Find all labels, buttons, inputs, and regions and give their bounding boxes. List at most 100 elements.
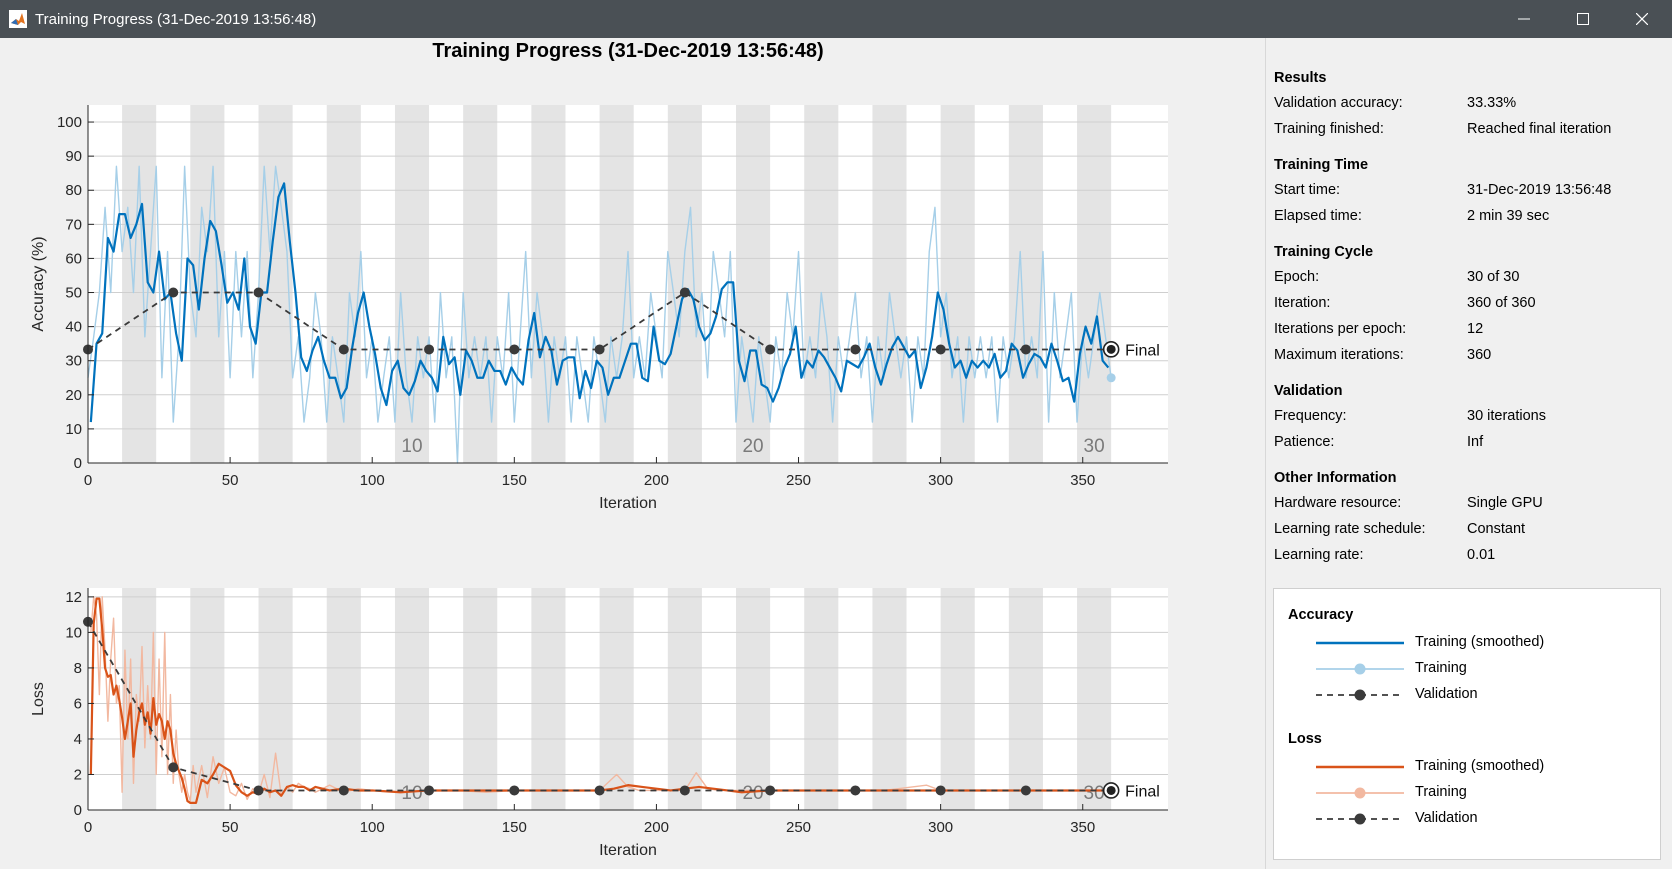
y-tick-label: 50 — [65, 285, 82, 302]
epoch-band — [122, 105, 157, 463]
info-value: 0.01 — [1467, 547, 1496, 563]
info-section-heading: Training Cycle — [1274, 244, 1374, 260]
info-label: Learning rate schedule: — [1274, 521, 1426, 537]
legend-label: Validation — [1415, 686, 1478, 702]
validation-point — [253, 785, 264, 796]
x-axis-label: Iteration — [599, 495, 657, 512]
info-value: 30 iterations — [1467, 408, 1546, 424]
validation-point — [509, 785, 520, 796]
legend-group-heading: Accuracy — [1288, 607, 1354, 623]
epoch-band — [872, 105, 907, 463]
maximize-button[interactable] — [1553, 0, 1612, 38]
y-tick-label: 2 — [74, 766, 82, 783]
info-label: Hardware resource: — [1274, 495, 1402, 511]
legend-label: Training — [1415, 784, 1467, 800]
info-section-heading: Training Time — [1274, 157, 1369, 173]
training-smoothed-line — [89, 182, 1110, 423]
info-section-heading: Results — [1274, 70, 1327, 86]
x-tick-label: 0 — [84, 819, 92, 836]
epoch-band — [1077, 105, 1112, 463]
info-label: Learning rate: — [1274, 547, 1364, 563]
y-tick-label: 60 — [65, 250, 82, 267]
window-title: Training Progress (31-Dec-2019 13:56:48) — [35, 11, 317, 28]
epoch-band — [599, 105, 634, 463]
y-tick-label: 0 — [74, 455, 82, 472]
info-section-heading: Other Information — [1274, 470, 1397, 486]
y-tick-label: 70 — [65, 216, 82, 233]
y-tick-label: 80 — [65, 182, 82, 199]
epoch-band — [667, 588, 702, 810]
training-smoothed-line — [89, 597, 1106, 804]
minimize-button[interactable] — [1494, 0, 1553, 38]
close-button[interactable] — [1612, 0, 1671, 38]
info-label: Epoch: — [1274, 269, 1320, 285]
validation-point — [935, 785, 946, 796]
epoch-label: 10 — [401, 783, 422, 804]
x-tick-label: 250 — [786, 819, 811, 836]
final-label: Final — [1125, 342, 1160, 359]
y-tick-label: 40 — [65, 319, 82, 336]
x-tick-label: 50 — [222, 472, 239, 489]
y-tick-label: 90 — [65, 148, 82, 165]
epoch-band — [667, 105, 702, 463]
title-bar: Training Progress (31-Dec-2019 13:56:48) — [0, 0, 1672, 38]
info-label: Iterations per epoch: — [1274, 321, 1407, 337]
info-section-heading: Validation — [1274, 383, 1343, 399]
epoch-band — [804, 105, 839, 463]
figure-title: Training Progress (31-Dec-2019 13:56:48) — [432, 40, 823, 62]
epoch-band — [1008, 105, 1043, 463]
info-value: 2 min 39 sec — [1467, 208, 1550, 224]
legend-sample — [1316, 641, 1404, 645]
accuracy-chart: 10 20 30 Final 0 10 20 30 40 50 60 70 80 90 100 0 50 100 1… — [30, 105, 1168, 512]
validation-point — [850, 785, 861, 796]
y-tick-label: 8 — [74, 660, 82, 677]
maximize-icon — [1577, 13, 1589, 25]
epoch-band — [736, 105, 771, 463]
validation-point — [424, 344, 435, 355]
epoch-band — [804, 588, 839, 810]
validation-point — [1020, 785, 1031, 796]
validation-point — [679, 287, 690, 298]
y-tick-label: 6 — [74, 695, 82, 712]
epoch-band — [531, 105, 566, 463]
info-label: Start time: — [1274, 182, 1341, 198]
x-tick-label: 300 — [928, 819, 953, 836]
final-marker — [1106, 785, 1116, 795]
validation-point — [424, 785, 435, 796]
validation-point — [509, 344, 520, 355]
epoch-label: 10 — [401, 436, 422, 457]
epoch-label: 30 — [1084, 783, 1105, 804]
epoch-band — [190, 588, 225, 810]
y-tick-label: 12 — [65, 589, 82, 606]
legend-label: Validation — [1415, 810, 1478, 826]
y-tick-label: 100 — [57, 114, 82, 131]
training-charts: Training Progress (31-Dec-2019 13:56:48)… — [30, 40, 1168, 859]
legend-label: Training (smoothed) — [1415, 758, 1545, 774]
validation-point — [1020, 344, 1031, 355]
x-tick-label: 100 — [360, 472, 385, 489]
y-tick-label: 0 — [74, 802, 82, 819]
epoch-band — [940, 588, 975, 810]
x-axis-label: Iteration — [599, 842, 657, 859]
epoch-band — [122, 588, 157, 810]
legend-marker — [1354, 813, 1366, 825]
final-training-point — [1106, 373, 1116, 383]
x-tick-label: 150 — [502, 472, 527, 489]
info-value: 31-Dec-2019 13:56:48 — [1467, 182, 1612, 198]
loss-chart: 10 20 30 Final 0 2 4 6 8 10 12 0 50 100 150 200 250 300 35… — [30, 588, 1168, 859]
x-tick-label: 200 — [644, 819, 669, 836]
validation-point — [765, 785, 776, 796]
minimize-icon — [1518, 18, 1530, 20]
epoch-band — [326, 588, 361, 810]
y-tick-label: 30 — [65, 353, 82, 370]
x-tick-label: 300 — [928, 472, 953, 489]
epoch-band — [463, 105, 498, 463]
x-tick-label: 100 — [360, 819, 385, 836]
validation-point — [338, 344, 349, 355]
legend-label: Training — [1415, 660, 1467, 676]
epoch-band — [1077, 588, 1112, 810]
info-value: 360 — [1467, 347, 1492, 363]
info-value: 33.33% — [1467, 95, 1517, 111]
epoch-band — [531, 588, 566, 810]
validation-point — [765, 344, 776, 355]
